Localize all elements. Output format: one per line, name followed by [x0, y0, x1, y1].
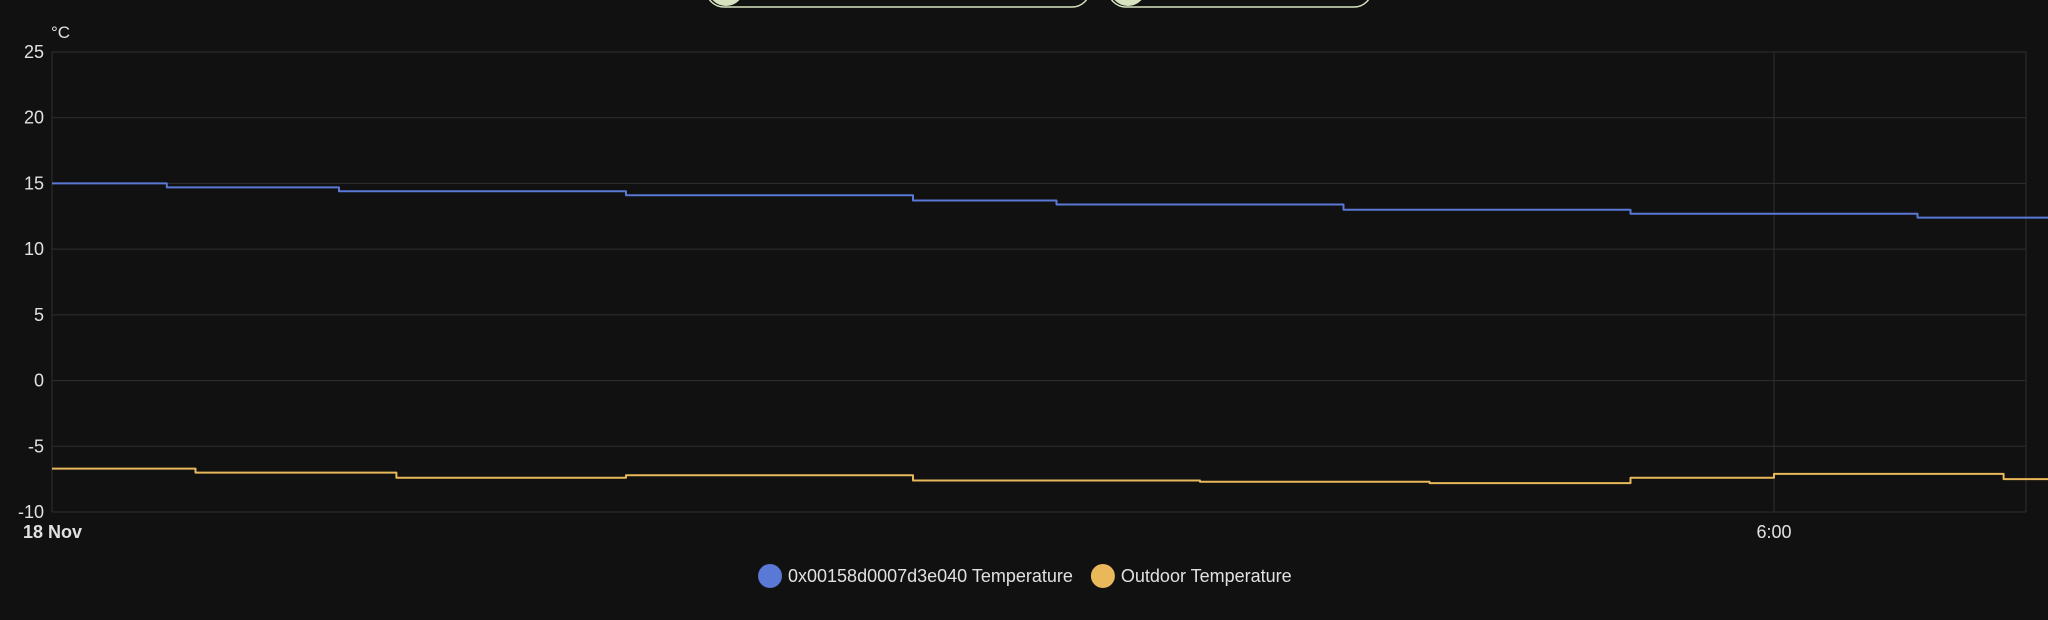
entity-chip-1-icon [712, 0, 740, 6]
x-axis-ticks: 18 Nov 6:00 [23, 522, 1792, 542]
legend-swatch [1090, 564, 1115, 588]
y-tick-label: -5 [28, 436, 44, 456]
y-tick-label: 20 [24, 108, 44, 128]
legend-item-0[interactable]: 0x00158d0007d3e040 Temperature [758, 564, 1073, 588]
x-tick-label: 6:00 [1756, 522, 1791, 542]
entity-chip-2[interactable] [1108, 0, 1372, 8]
top-filter-chips[interactable] [706, 0, 1372, 8]
series-line-1 [52, 467, 2048, 485]
legend-item-1[interactable]: Outdoor Temperature [1090, 564, 1292, 588]
legend-label: Outdoor Temperature [1121, 566, 1292, 586]
chart-legend[interactable]: 0x00158d0007d3e040 Temperature Outdoor Te… [758, 564, 1292, 588]
y-axis-unit-label: °C [51, 23, 70, 42]
series-line-0 [52, 182, 2048, 219]
x-tick-label: 18 Nov [23, 522, 82, 542]
y-tick-label: 15 [24, 173, 44, 193]
y-tick-label: 10 [24, 239, 44, 259]
y-tick-label: 5 [34, 305, 44, 325]
y-tick-label: 25 [24, 42, 44, 62]
y-tick-label: -10 [18, 502, 44, 522]
entity-chip-2-icon [1114, 0, 1142, 6]
chart-series [52, 182, 2048, 485]
y-tick-label: 0 [34, 371, 44, 391]
y-axis-ticks: 25 20 15 10 5 0 -5 -10 [18, 42, 44, 522]
entity-chip-1[interactable] [706, 0, 1090, 8]
legend-swatch [758, 564, 782, 588]
legend-label: 0x00158d0007d3e040 Temperature [788, 566, 1073, 586]
chart-grid [51, 51, 2027, 513]
